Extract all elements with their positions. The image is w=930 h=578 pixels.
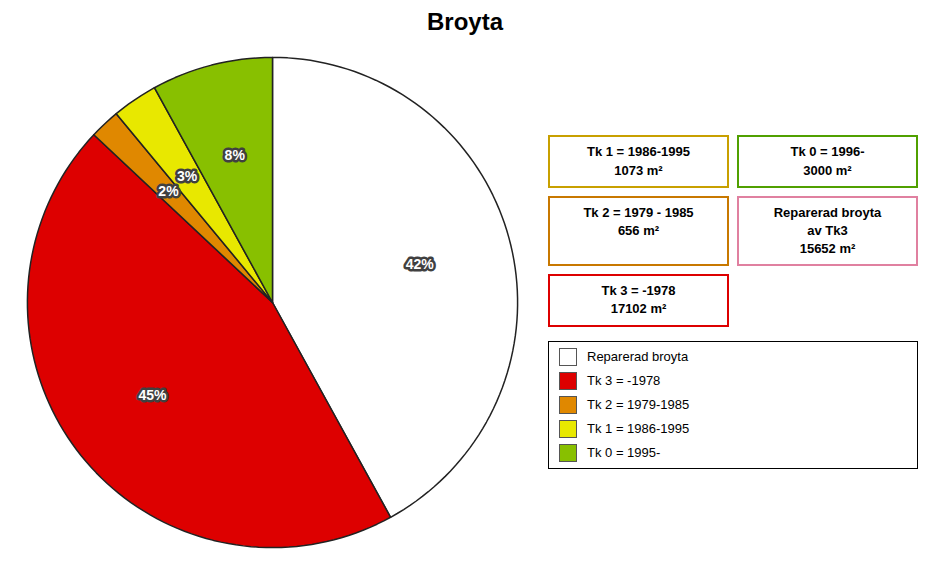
html-text:Tk 0 = 1995-: Tk 0 = 1995- bbox=[587, 445, 661, 461]
html-text:Tk 2 = 1979-1985: Tk 2 = 1979-1985 bbox=[587, 397, 690, 413]
html-text:Tk 1 = 1986-1995: Tk 1 = 1986-1995 bbox=[587, 421, 690, 437]
html-text:Tk 3 = -1978: Tk 3 = -1978 bbox=[587, 373, 661, 389]
svg-text:2%: 2% bbox=[158, 183, 179, 199]
html-text:Tk 3 = -1978 17102 m²: Tk 3 = -1978 17102 m² bbox=[601, 283, 676, 317]
svg-text:8%: 8% bbox=[225, 147, 246, 163]
svg-text:45%: 45% bbox=[138, 387, 167, 403]
html-text:Tk 2 = 1979 - 1985 656 m²: Tk 2 = 1979 - 1985 656 m² bbox=[583, 204, 694, 238]
html-text:Broyta: Broyta bbox=[427, 8, 503, 35]
html-text:Reparerad broyta: Reparerad broyta bbox=[587, 349, 689, 365]
html-text:Reparerad broyta av Tk3 15652: Reparerad broyta av Tk3 15652 m² bbox=[773, 204, 882, 257]
svg-text:42%: 42% bbox=[406, 256, 435, 272]
html-text:Tk 0 = 1996- 3000 m²: Tk 0 = 1996- 3000 m² bbox=[790, 144, 865, 178]
svg-text:3%: 3% bbox=[177, 168, 198, 184]
html-text:Tk 1 = 1986-1995 1073 m²: Tk 1 = 1986-1995 1073 m² bbox=[587, 144, 690, 178]
